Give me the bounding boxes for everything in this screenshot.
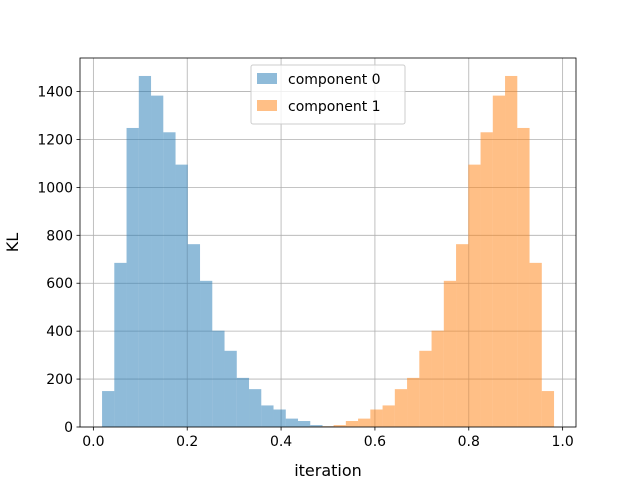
bar-component-1 <box>431 330 444 427</box>
bar-component-1 <box>468 164 481 427</box>
bar-component-1 <box>529 262 542 427</box>
legend-label-component-0: component 0 <box>288 72 381 88</box>
x-tick-label: 0.0 <box>82 434 104 450</box>
y-tick-label: 600 <box>46 276 73 292</box>
x-axis-label: iteration <box>294 461 362 480</box>
y-tick-label: 1200 <box>37 132 73 148</box>
bar-component-0 <box>200 280 213 427</box>
bar-component-1 <box>517 127 530 427</box>
y-axis: 0 200 400 600 800 1000 1200 1400 <box>37 85 80 436</box>
bar-component-1 <box>358 418 371 427</box>
bar-component-1 <box>333 425 346 427</box>
x-tick-label: 0.6 <box>364 434 386 450</box>
bar-component-0 <box>261 405 274 427</box>
legend-label-component-1: component 1 <box>288 99 381 115</box>
legend-box <box>250 64 406 125</box>
x-axis: 0.0 0.2 0.4 0.6 0.8 1.0 <box>82 427 574 450</box>
bar-component-1 <box>480 132 493 427</box>
y-tick-label: 0 <box>64 420 73 436</box>
bar-component-1 <box>370 409 383 427</box>
plot-frame <box>79 57 577 428</box>
bar-component-0 <box>236 377 250 427</box>
bar-component-1 <box>382 405 395 427</box>
bar-component-0 <box>224 350 237 427</box>
bar-component-1 <box>345 421 359 427</box>
bar-component-0 <box>151 95 164 427</box>
bar-component-1 <box>407 377 420 427</box>
y-tick-label: 400 <box>46 324 73 340</box>
bar-component-1 <box>541 391 555 427</box>
bar-component-0 <box>126 127 139 427</box>
bar-component-0 <box>212 330 225 427</box>
bar-component-1 <box>492 95 506 427</box>
bar-component-1 <box>394 389 408 427</box>
bar-component-1 <box>505 75 518 428</box>
bars <box>102 75 555 428</box>
y-tick-label: 200 <box>46 372 73 388</box>
y-tick-label: 1400 <box>37 85 73 101</box>
legend-swatch-component-1 <box>257 100 277 111</box>
legend-swatch-component-0 <box>257 73 277 84</box>
bar-component-0 <box>187 244 201 427</box>
y-tick-label: 1000 <box>37 180 73 196</box>
bar-component-1 <box>443 280 457 427</box>
bar-component-0 <box>273 409 286 427</box>
bar-component-1 <box>456 244 469 427</box>
y-tick-label: 800 <box>46 228 73 244</box>
x-tick-label: 0.2 <box>176 434 198 450</box>
bar-component-0 <box>102 391 115 427</box>
bar-component-0 <box>138 75 152 428</box>
bar-component-0 <box>298 421 311 427</box>
bar-component-0 <box>114 262 127 427</box>
bar-component-0 <box>249 389 262 427</box>
x-tick-label: 1.0 <box>551 434 573 450</box>
bar-component-0 <box>285 418 299 427</box>
bar-component-0 <box>310 425 323 427</box>
y-axis-label: KL <box>3 233 22 252</box>
bar-component-1 <box>419 350 432 427</box>
x-tick-label: 0.8 <box>458 434 480 450</box>
bar-component-0 <box>163 132 176 427</box>
bar-component-0 <box>175 164 188 427</box>
legend: component 0 component 1 <box>250 64 406 125</box>
x-tick-label: 0.4 <box>270 434 292 450</box>
